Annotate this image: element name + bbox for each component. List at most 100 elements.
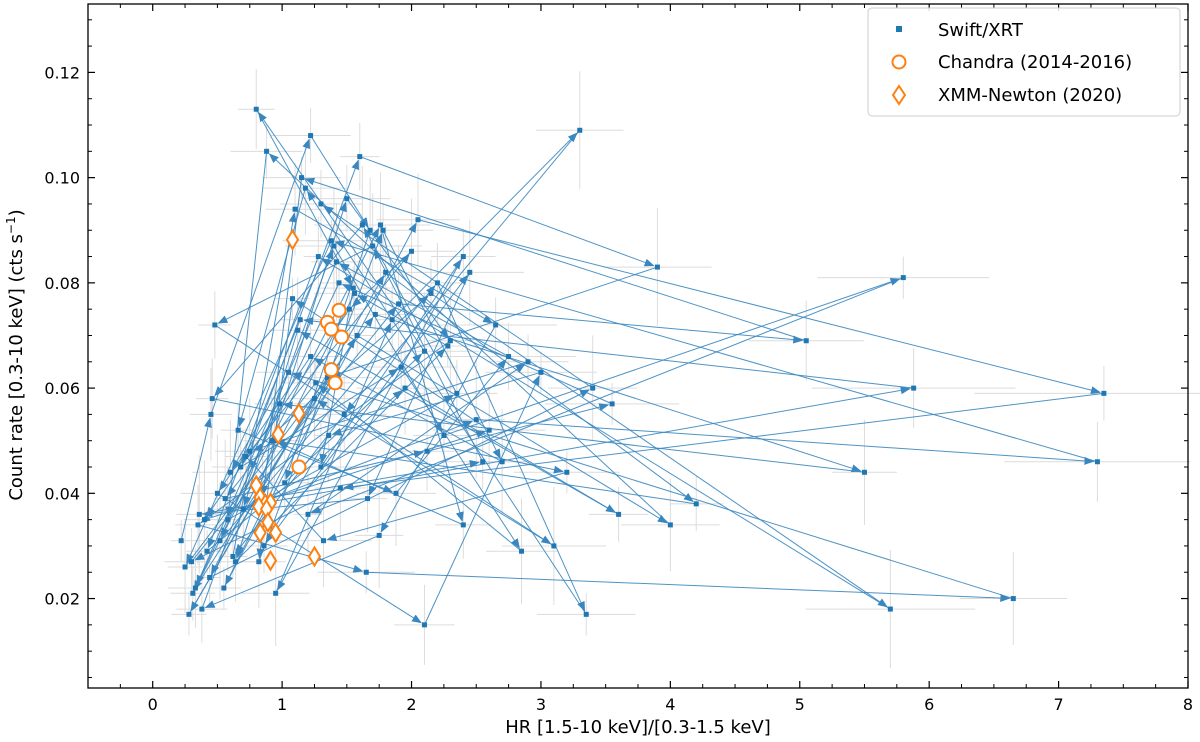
trajectory-arrow xyxy=(274,438,697,505)
trajectory-arrow xyxy=(277,441,464,526)
swift-point xyxy=(318,464,324,470)
swift-point xyxy=(370,243,376,249)
trajectory-arrow xyxy=(385,271,694,503)
swift-point xyxy=(337,485,343,491)
legend-swift-marker xyxy=(896,26,902,32)
chandra-points xyxy=(291,302,350,475)
swift-point xyxy=(222,496,228,502)
trajectory-arrow xyxy=(326,471,567,542)
swift-point xyxy=(352,290,358,296)
swift-point xyxy=(299,175,305,181)
swift-point xyxy=(346,306,352,312)
trajectory-arrow xyxy=(214,224,363,397)
chandra-point xyxy=(291,459,307,475)
swift-point xyxy=(341,411,347,417)
trajectory-arrow xyxy=(359,156,655,267)
trajectory-arrow xyxy=(430,292,888,608)
chandra-point xyxy=(323,362,339,378)
y-tick-label: 0.02 xyxy=(44,590,80,609)
chandra-point xyxy=(323,321,339,337)
y-tick-label: 0.08 xyxy=(44,274,80,293)
swift-point xyxy=(302,185,308,191)
swift-point xyxy=(480,459,486,465)
swift-point xyxy=(398,364,404,370)
x-tick-label: 1 xyxy=(277,695,287,714)
swift-point xyxy=(204,548,210,554)
swift-point xyxy=(1101,390,1107,396)
swift-point xyxy=(208,411,214,417)
swift-point xyxy=(654,264,660,270)
swift-point xyxy=(803,338,809,344)
x-tick-label: 7 xyxy=(1053,695,1063,714)
xmm-point xyxy=(307,545,322,568)
swift-point xyxy=(286,369,292,375)
swift-point xyxy=(616,511,622,517)
legend-xmm-label: XMM-Newton (2020) xyxy=(938,85,1122,106)
trajectory-arrow xyxy=(192,227,380,594)
xmm-point xyxy=(292,402,306,425)
swift-point xyxy=(911,385,917,391)
y-axis-label: Count rate [0.3-10 keV] (cts s−1) xyxy=(4,209,27,500)
trajectory-arrow xyxy=(210,138,310,415)
trajectory-arrow xyxy=(343,392,1104,491)
swift-point xyxy=(331,243,337,249)
x-tick-label: 3 xyxy=(536,695,546,714)
swift-point xyxy=(333,259,339,265)
swift-point xyxy=(182,564,188,570)
swift-point xyxy=(1094,459,1100,465)
xmm-point xyxy=(285,228,300,251)
swift-point xyxy=(190,590,196,596)
xmm-newton-points xyxy=(249,228,322,572)
swift-point xyxy=(377,222,383,228)
swift-trajectory-arrows xyxy=(180,108,1104,626)
trajectory-arrow xyxy=(424,375,540,626)
trajectory-arrow xyxy=(436,282,586,612)
trajectory-arrow xyxy=(262,459,480,500)
swift-point xyxy=(428,290,434,296)
swift-point xyxy=(447,338,453,344)
swift-point xyxy=(506,354,512,360)
swift-point xyxy=(421,622,427,628)
y-tick-label: 0.10 xyxy=(44,169,80,188)
chandra-point xyxy=(334,329,350,345)
swift-point xyxy=(344,196,350,202)
swift-point xyxy=(357,154,363,160)
trajectory-arrow xyxy=(199,386,911,515)
swift-point xyxy=(282,480,288,486)
swift-point xyxy=(225,517,231,523)
legend: Swift/XRT Chandra (2014-2016) XMM-Newton… xyxy=(867,7,1181,117)
swift-point xyxy=(564,469,570,475)
swift-point xyxy=(583,611,589,617)
swift-point xyxy=(667,522,673,528)
swift-point xyxy=(264,148,270,154)
swift-point xyxy=(590,385,596,391)
trajectory-arrow xyxy=(395,358,507,494)
trajectory-arrow xyxy=(382,230,501,460)
trajectory-arrow xyxy=(443,278,901,436)
trajectory-arrow xyxy=(375,313,862,473)
xmm-point xyxy=(263,549,278,572)
swift-point xyxy=(551,543,557,549)
swift-point xyxy=(460,522,466,528)
swift-point xyxy=(261,543,267,549)
trajectory-arrow xyxy=(303,317,914,389)
swift-point xyxy=(376,532,382,538)
swift-point xyxy=(214,490,220,496)
x-tick-label: 8 xyxy=(1183,695,1193,714)
swift-point xyxy=(887,606,893,612)
swift-point xyxy=(196,511,202,517)
swift-point xyxy=(445,343,451,349)
swift-point xyxy=(186,611,192,617)
swift-point xyxy=(380,227,386,233)
trajectory-arrow xyxy=(304,177,807,342)
xmm-point xyxy=(261,511,275,534)
y-tick-label: 0.06 xyxy=(44,379,80,398)
trajectory-arrow xyxy=(240,368,399,468)
swift-point xyxy=(519,548,525,554)
x-tick-label: 5 xyxy=(795,695,805,714)
x-tick-label: 2 xyxy=(406,695,416,714)
x-tick-label: 4 xyxy=(665,695,675,714)
swift-point xyxy=(256,559,262,565)
trajectory-arrow xyxy=(196,261,337,586)
chandra-point xyxy=(331,302,347,318)
